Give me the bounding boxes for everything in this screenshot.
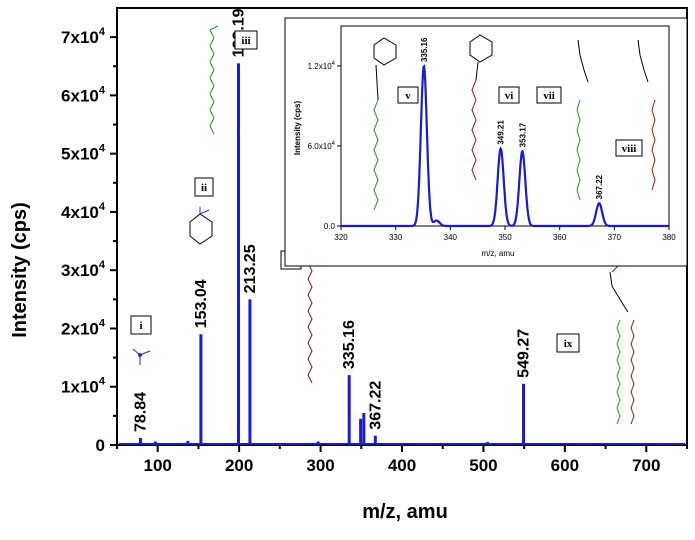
inset-peaks [341, 64, 669, 228]
x-tick-label: 100 [144, 456, 172, 475]
structure-vii: vii [536, 39, 589, 201]
inset-x-tick-label: 350 [498, 233, 512, 242]
structure-iii: iii [209, 25, 258, 135]
main-peaks [119, 63, 685, 445]
svg-text:iii: iii [241, 35, 250, 47]
inset-x-tick-label: 360 [553, 233, 567, 242]
y-tick-label: 4x104 [61, 201, 106, 222]
inset-x-tick-label: 320 [334, 233, 348, 242]
svg-text:i: i [139, 320, 142, 332]
main-axes: 100 200 300 400 500 600 700 0 1x104 2x104 3x104 4x1… [61, 7, 688, 475]
lyso-lipid-red-structure-icon [637, 39, 656, 191]
y-tick-label: 2x104 [61, 317, 106, 338]
y-tick-label: 5x104 [61, 143, 106, 164]
x-tick-label: 600 [551, 456, 579, 475]
cyclic-phosphate-structure-icon [189, 207, 213, 245]
x-tick-label: 500 [469, 456, 497, 475]
fatty-acid-chain-red-icon [307, 249, 323, 384]
structure-i: i [130, 315, 152, 365]
x-tick-label: 200 [225, 456, 253, 475]
cyclic-lipid-red-structure-icon [469, 34, 493, 181]
y-tick-label: 3x104 [61, 259, 106, 280]
cyclic-lipid-structure-icon [373, 37, 397, 211]
peak-label: 549.27 [516, 329, 533, 378]
lyso-lipid-green-structure-icon [576, 39, 589, 201]
inset-spectrum-trace [341, 64, 669, 228]
inset-y-tick-label: 1.2x104 [308, 61, 336, 71]
structure-ii: ii [189, 177, 214, 245]
peak-label: 335.16 [341, 320, 358, 369]
structure-v: v [373, 37, 419, 211]
x-tick-label: 700 [632, 456, 660, 475]
inset-x-tick-label: 380 [662, 233, 676, 242]
main-peak-labels: 78.84153.04199.19213.25335.16367.22549.2… [132, 8, 532, 432]
x-axis-title: m/z, amu [362, 501, 448, 523]
fatty-acid-chain-green-icon [209, 25, 219, 135]
svg-text:ix: ix [564, 338, 573, 350]
svg-text:viii: viii [622, 143, 637, 155]
inset-y-tick-label: 0.0 [324, 222, 336, 231]
inset-peak-labels: 335.16 349.21 353.17 367.22 [420, 37, 604, 199]
inset-axes: 320 330 340 350 360 370 380 0.0 6.0x104 1.2x104 [308, 25, 676, 242]
inset-x-axis-title: m/z, amu [482, 249, 515, 258]
structure-viii: viii [615, 39, 656, 191]
structure-iv: iv [280, 249, 323, 384]
peak-label: 213.25 [242, 244, 259, 293]
y-tick-label: 0 [96, 436, 105, 455]
inset-peak-label: 335.16 [420, 37, 429, 62]
y-axis-title: Intensity (cps) [9, 202, 31, 338]
peak-label: 78.84 [132, 392, 149, 432]
inset-y-axis-title: Intensity (cps) [293, 101, 302, 156]
inset-peak-label: 367.22 [595, 174, 604, 199]
peak-label: 367.22 [367, 381, 384, 430]
svg-text:ii: ii [201, 182, 207, 194]
inset-peak-label: 349.21 [497, 120, 506, 145]
y-tick-label: 7x104 [61, 26, 106, 47]
inset-peak-label: 353.17 [518, 122, 527, 147]
inset-x-tick-label: 340 [444, 233, 458, 242]
inset-chart: 320 330 340 350 360 370 380 0.0 6.0x104 1.2x104 3… [284, 17, 688, 267]
phospholipid-structure-icon [609, 265, 635, 425]
x-tick-label: 400 [388, 456, 416, 475]
y-tick-label: 1x104 [61, 376, 106, 397]
inset-x-tick-label: 330 [389, 233, 403, 242]
structure-ix: ix [556, 265, 635, 425]
svg-text:vii: vii [543, 90, 555, 102]
inset-x-tick-label: 370 [608, 233, 622, 242]
y-tick-label: 6x104 [61, 84, 106, 105]
svg-text:vi: vi [505, 90, 514, 102]
svg-text:v: v [405, 90, 411, 102]
phosphate-structure-icon [132, 348, 151, 365]
structure-vi: vi [469, 34, 520, 181]
x-tick-label: 300 [306, 456, 334, 475]
peak-label: 153.04 [193, 279, 210, 328]
inset-y-tick-label: 6.0x104 [308, 141, 336, 151]
